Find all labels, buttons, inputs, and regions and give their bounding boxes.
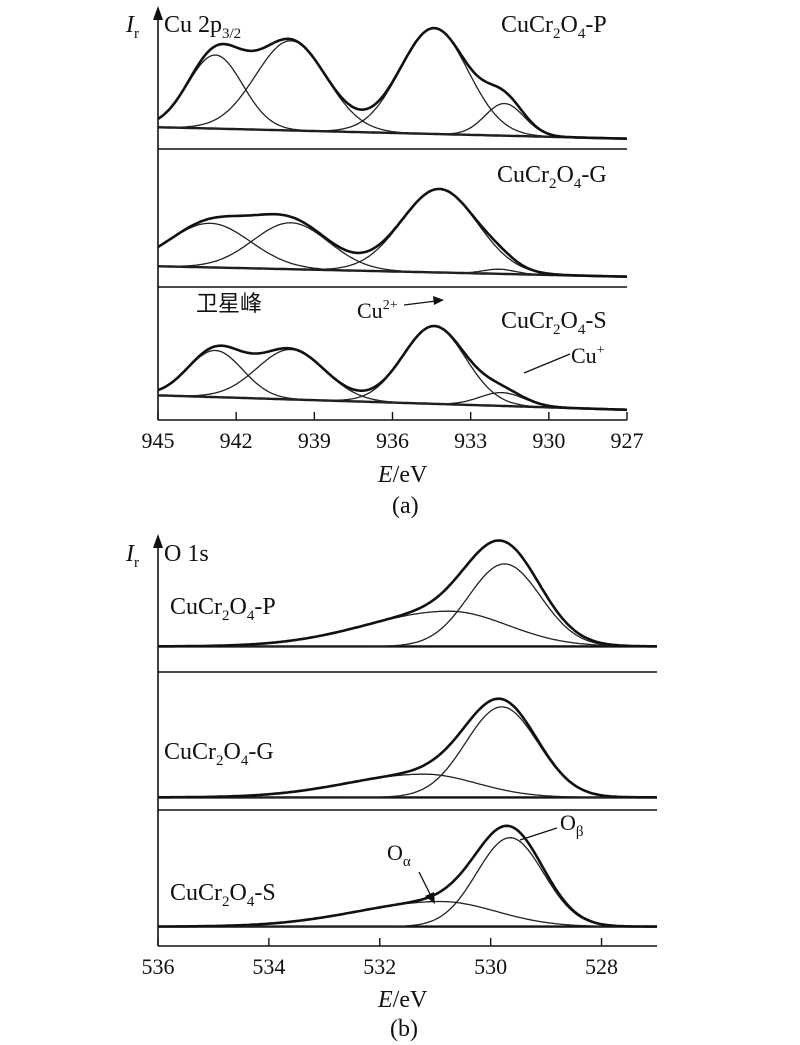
x-tick-label: 530 bbox=[474, 954, 507, 979]
envelope-curve bbox=[158, 697, 658, 799]
series-b-0 bbox=[158, 539, 657, 648]
cu2-annotation: Cu2+ bbox=[357, 298, 398, 323]
panel-a-element-label: Cu 2p3/2 bbox=[164, 12, 241, 42]
o-alpha-pointer-head bbox=[425, 892, 435, 904]
sample-label-b-s: CuCr2O4-S bbox=[170, 880, 276, 910]
x-tick-label: 945 bbox=[142, 428, 175, 453]
envelope-curve bbox=[158, 539, 657, 648]
panel-b: 536 534 532 530 528 Ir O 1s CuCr2O4-P CuCr2O… bbox=[125, 534, 658, 1042]
x-tick-label: 927 bbox=[611, 428, 644, 453]
x-tick-label: 536 bbox=[142, 954, 175, 979]
panel-a-y-label: Ir bbox=[125, 12, 139, 42]
x-tick-label: 942 bbox=[220, 428, 253, 453]
panel-a-curves bbox=[157, 26, 628, 412]
series-a-0 bbox=[157, 26, 628, 140]
o-beta-pointer bbox=[519, 827, 558, 841]
series-a-2 bbox=[157, 324, 628, 412]
sample-label-a-s: CuCr2O4-S bbox=[501, 308, 607, 338]
o-alpha-pointer bbox=[418, 871, 432, 897]
x-tick-label: 534 bbox=[252, 954, 285, 979]
sample-label-b-p: CuCr2O4-P bbox=[170, 594, 276, 624]
panel-b-curves bbox=[158, 539, 658, 928]
satellite-peak-annotation: 卫星峰 bbox=[196, 291, 262, 316]
cu2-pointer-head bbox=[433, 296, 444, 305]
x-tick-label: 528 bbox=[585, 954, 618, 979]
fitted-peak-curve bbox=[157, 40, 628, 140]
panel-a-x-ticks: 945 942 939 936 933 930 927 bbox=[142, 412, 644, 453]
o-alpha-annotation: Oα bbox=[387, 840, 411, 870]
x-tick-label: 936 bbox=[376, 428, 409, 453]
fitted-peak-curve bbox=[158, 563, 657, 648]
x-tick-label: 933 bbox=[454, 428, 487, 453]
cu2-pointer bbox=[403, 300, 437, 306]
sample-label-a-g: CuCr2O4-G bbox=[497, 162, 607, 192]
fitted-peak-curve bbox=[157, 102, 628, 140]
series-a-1 bbox=[157, 187, 628, 278]
fitted-peak-curve bbox=[157, 54, 628, 140]
x-tick-label: 930 bbox=[532, 428, 565, 453]
panel-b-element-label: O 1s bbox=[164, 541, 209, 567]
panel-b-caption: (b) bbox=[390, 1016, 418, 1042]
panel-b-x-label: E/eV bbox=[377, 987, 428, 1013]
series-b-2 bbox=[158, 824, 657, 928]
series-b-1 bbox=[158, 697, 658, 799]
panel-a-frame bbox=[153, 6, 627, 421]
o-beta-annotation: Oβ bbox=[560, 810, 584, 840]
x-tick-label: 939 bbox=[298, 428, 331, 453]
cu1-pointer bbox=[523, 353, 571, 374]
envelope-curve bbox=[157, 26, 628, 140]
panel-b-x-ticks: 536 534 532 530 528 bbox=[142, 938, 618, 979]
sample-label-a-p: CuCr2O4-P bbox=[501, 12, 607, 42]
envelope-curve bbox=[157, 324, 628, 412]
panel-a-x-label: E/eV bbox=[377, 462, 428, 488]
cu1-annotation: Cu+ bbox=[571, 343, 605, 368]
panel-b-frame bbox=[153, 534, 657, 947]
panel-a: 945 942 939 936 933 930 927 Ir Cu 2p3/2 CuCr2O… bbox=[125, 6, 644, 519]
panel-a-y-axis-arrow bbox=[153, 6, 163, 20]
fitted-peak-curve bbox=[157, 348, 628, 411]
sample-label-b-g: CuCr2O4-G bbox=[164, 739, 274, 769]
panel-b-y-axis-arrow bbox=[153, 534, 163, 548]
envelope-curve bbox=[157, 187, 628, 278]
envelope-curve bbox=[158, 824, 657, 928]
panel-b-y-label: Ir bbox=[125, 541, 139, 571]
panel-a-caption: (a) bbox=[392, 493, 419, 519]
x-tick-label: 532 bbox=[363, 954, 396, 979]
